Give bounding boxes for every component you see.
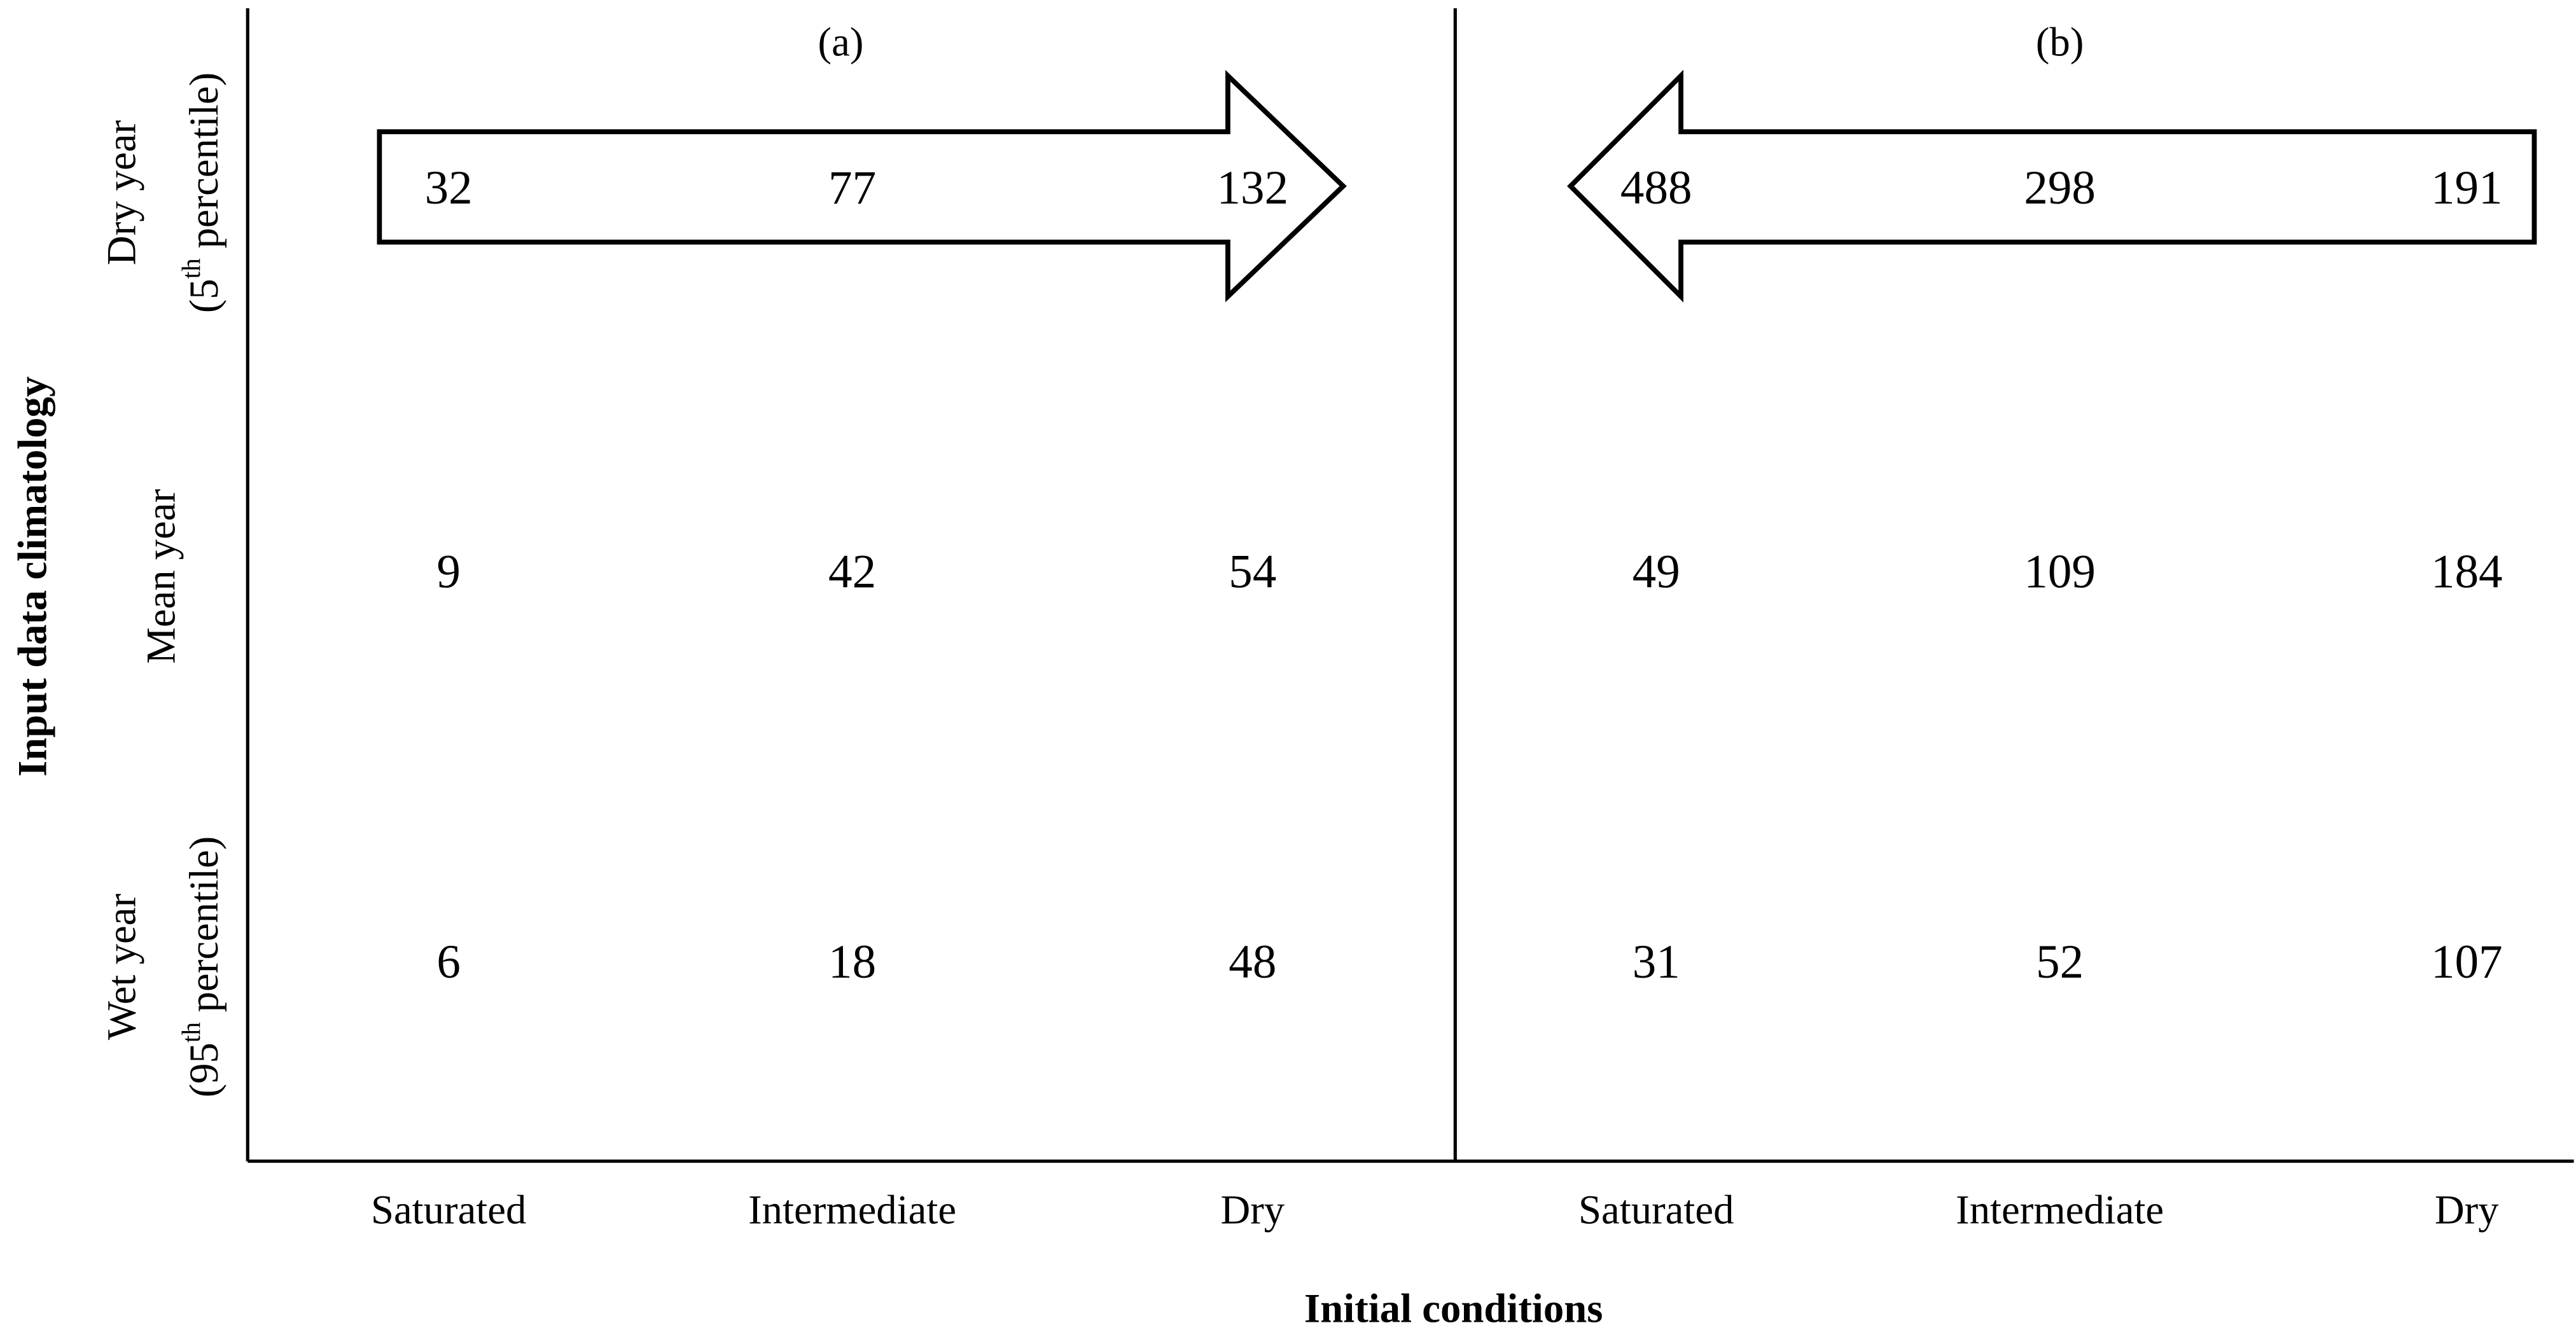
column-label: Saturated: [1578, 1187, 1734, 1233]
cell-value: 42: [828, 546, 876, 599]
cell-value: 52: [2036, 936, 2084, 988]
column-label: Dry: [1220, 1187, 1285, 1233]
y-axis-label: Input data climatology: [10, 377, 56, 777]
row-label-part: (95: [181, 1043, 227, 1097]
superscript: th: [176, 1022, 205, 1043]
arrow-right: [377, 70, 1347, 303]
cell-value: 54: [1229, 546, 1276, 599]
cell-value: 77: [828, 162, 876, 214]
row-label-part: percentile): [181, 73, 227, 249]
cell-value: 184: [2431, 546, 2503, 599]
row-label: Mean year: [139, 489, 184, 664]
panel-label: (b): [2036, 19, 2084, 65]
row-label-line2: (5th percentile): [176, 73, 227, 313]
row-label-part: percentile): [181, 836, 227, 1013]
column-label: Dry: [2435, 1187, 2499, 1233]
cell-value: 32: [425, 162, 473, 214]
cell-value: 48: [1229, 936, 1276, 988]
column-label: Saturated: [371, 1187, 526, 1233]
cell-value: 298: [2024, 162, 2096, 214]
cell-value: 9: [436, 546, 461, 599]
panel-label: (a): [818, 19, 864, 65]
cell-value: 6: [436, 936, 461, 988]
row-label-part: (5: [181, 279, 227, 313]
cell-value: 107: [2431, 936, 2503, 988]
row-label: Dry year: [99, 120, 144, 265]
column-label: Intermediate: [1956, 1187, 2164, 1233]
column-label: Intermediate: [748, 1187, 956, 1233]
cell-value: 18: [828, 936, 876, 988]
cell-value: 49: [1633, 546, 1680, 599]
x-axis-label: Initial conditions: [1304, 1286, 1603, 1332]
cell-value: 109: [2024, 546, 2096, 599]
row-label-line2: (95th percentile): [176, 836, 227, 1098]
cell-value: 488: [1620, 162, 1692, 214]
cell-value: 132: [1217, 162, 1289, 214]
arrow-left: [1567, 69, 2537, 303]
row-label: Wet year: [99, 894, 144, 1040]
superscript: th: [176, 258, 205, 279]
cell-value: 191: [2431, 162, 2503, 214]
cell-value: 31: [1633, 936, 1680, 988]
